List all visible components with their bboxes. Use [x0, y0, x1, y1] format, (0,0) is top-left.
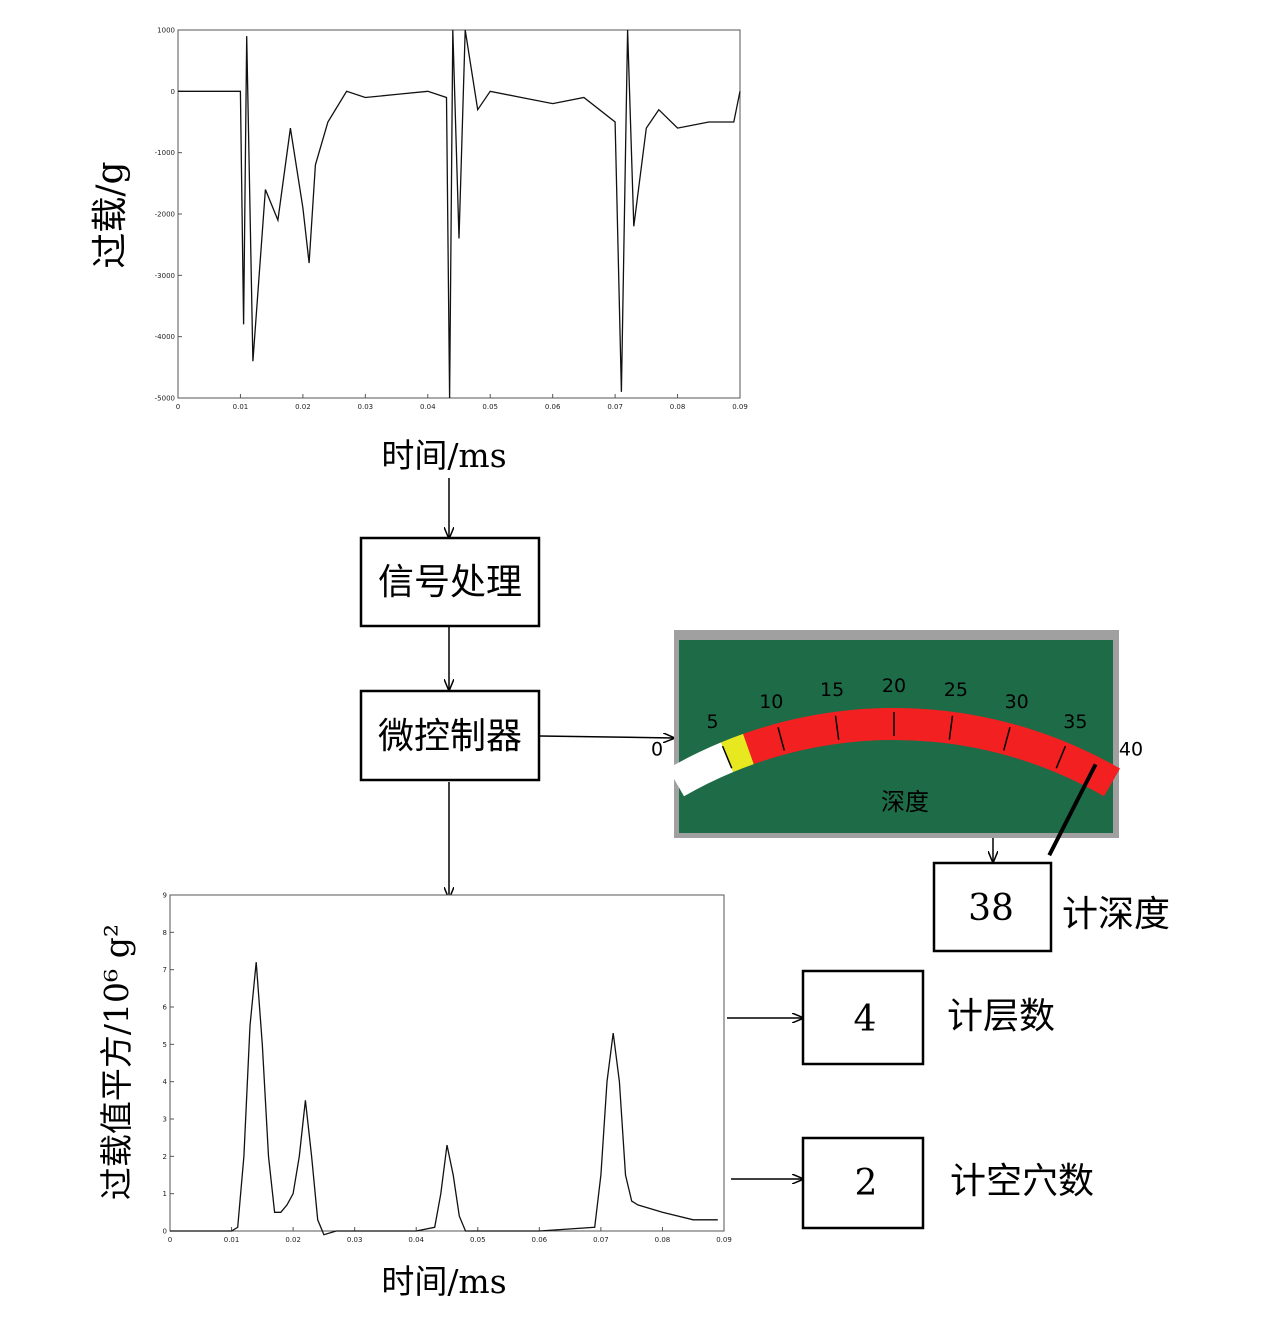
y-tick-label: -5000 — [155, 395, 175, 403]
bottom-series-line — [170, 962, 718, 1236]
gauge-tick — [777, 727, 785, 751]
top-plot-y-axis: 1000 0 -1000 -2000 -3000 -4000 -5000 — [155, 27, 182, 403]
gauge-scale-label: 30 — [1005, 691, 1029, 713]
y-tick-label: -4000 — [155, 333, 175, 341]
y-tick-label: 9 — [163, 892, 167, 900]
voids-output: 2 计空穴数 — [801, 1136, 1094, 1230]
y-tick-label: 3 — [163, 1116, 167, 1124]
x-tick-label: 0.05 — [470, 1236, 486, 1244]
gauge-scale-label: 15 — [820, 679, 844, 701]
gauge-needle — [1047, 763, 1098, 857]
depth-gauge: 0 5 10 15 20 25 30 35 40 深度 — [651, 630, 1143, 857]
signal-processing-block: 信号处理 — [359, 536, 541, 628]
x-tick-label: 0.02 — [295, 403, 311, 411]
gauge-warn-segment — [721, 733, 754, 772]
microcontroller-label: 微控制器 — [378, 716, 522, 757]
x-tick-label: 0.06 — [532, 1236, 548, 1244]
top-plot-x-axis: 0 0.01 0.02 0.03 0.04 0.05 0.06 0.07 0.08 0.09 — [176, 394, 748, 411]
bottom-plot-y-axis: 9 8 7 6 5 4 3 2 1 0 — [163, 892, 174, 1236]
x-tick-label: 0.06 — [545, 403, 561, 411]
signal-processing-label: 信号处理 — [378, 562, 522, 603]
y-tick-label: 2 — [163, 1153, 167, 1161]
gauge-scale-label: 10 — [759, 691, 783, 713]
bottom-plot: 9 8 7 6 5 4 3 2 1 0 0 0.01 0.02 0.03 0.04 0.05 0.06 0.07… — [97, 892, 732, 1302]
x-tick-label: 0.01 — [233, 403, 249, 411]
y-tick-label: 7 — [163, 966, 167, 974]
gauge-tick — [1003, 727, 1011, 751]
x-tick-label: 0.09 — [716, 1236, 732, 1244]
y-tick-label: -2000 — [155, 211, 175, 219]
x-tick-label: 0.09 — [732, 403, 748, 411]
gauge-scale-label: 35 — [1063, 711, 1087, 733]
gauge-scale-band — [668, 707, 1120, 797]
top-plot-ylabel: 过载/g — [90, 161, 131, 268]
x-tick-label: 0.07 — [593, 1236, 609, 1244]
gauge-scale-label: 0 — [651, 739, 663, 761]
top-series-line — [178, 29, 741, 399]
gauge-tick — [834, 715, 840, 740]
y-tick-label: 0 — [163, 1228, 167, 1236]
x-tick-label: 0.07 — [607, 403, 623, 411]
gauge-scale-label: 40 — [1119, 739, 1143, 761]
layers-value: 4 — [854, 999, 877, 1040]
layers-output-label: 计层数 — [947, 996, 1055, 1037]
top-plot-frame — [177, 29, 741, 399]
gauge-low-segment — [668, 742, 734, 797]
voids-value: 2 — [855, 1163, 878, 1204]
y-tick-label: 0 — [171, 88, 175, 96]
depth-output-label: 计深度 — [1062, 894, 1170, 935]
gauge-tick — [1055, 745, 1067, 769]
x-tick-label: 0.03 — [358, 403, 374, 411]
top-plot: 1000 0 -1000 -2000 -3000 -4000 -5000 0 0.01 0.02… — [90, 27, 748, 476]
x-tick-label: 0.01 — [224, 1236, 240, 1244]
y-tick-label: 1 — [163, 1190, 167, 1198]
y-tick-label: 5 — [163, 1041, 167, 1049]
x-tick-label: 0.04 — [408, 1236, 424, 1244]
x-tick-label: 0 — [176, 403, 180, 411]
y-tick-label: 1000 — [157, 27, 175, 35]
x-tick-label: 0.08 — [655, 1236, 671, 1244]
top-plot-xlabel: 时间/ms — [381, 436, 506, 475]
y-tick-label: 8 — [163, 929, 167, 937]
bottom-plot-xlabel: 时间/ms — [381, 1262, 506, 1301]
gauge-scale-label: 5 — [707, 711, 719, 733]
x-tick-label: 0.04 — [420, 403, 436, 411]
gauge-tick — [721, 745, 733, 769]
depth-output: 38 计深度 — [932, 861, 1170, 953]
x-tick-label: 0.08 — [670, 403, 686, 411]
x-tick-label: 0 — [168, 1236, 172, 1244]
gauge-scale-label: 25 — [944, 679, 968, 701]
gauge-scale-labels: 0 5 10 15 20 25 30 35 40 — [651, 675, 1143, 761]
x-tick-label: 0.02 — [285, 1236, 301, 1244]
y-tick-label: 6 — [163, 1004, 168, 1012]
x-tick-label: 0.03 — [347, 1236, 363, 1244]
y-tick-label: -3000 — [155, 272, 175, 280]
voids-output-label: 计空穴数 — [950, 1161, 1094, 1202]
x-tick-label: 0.05 — [482, 403, 498, 411]
y-tick-label: -1000 — [155, 149, 175, 157]
y-tick-label: 4 — [163, 1078, 168, 1086]
layers-output: 4 计层数 — [801, 969, 1055, 1066]
bottom-plot-ylabel: 过载值平方/10⁶ g² — [97, 924, 136, 1200]
arrow-controller-to-gauge — [539, 736, 674, 738]
depth-value: 38 — [968, 888, 1014, 929]
gauge-tick — [948, 715, 954, 740]
gauge-scale-label: 20 — [882, 675, 906, 697]
microcontroller-block: 微控制器 — [359, 689, 541, 782]
bottom-plot-frame — [169, 894, 725, 1232]
gauge-label: 深度 — [881, 788, 929, 816]
